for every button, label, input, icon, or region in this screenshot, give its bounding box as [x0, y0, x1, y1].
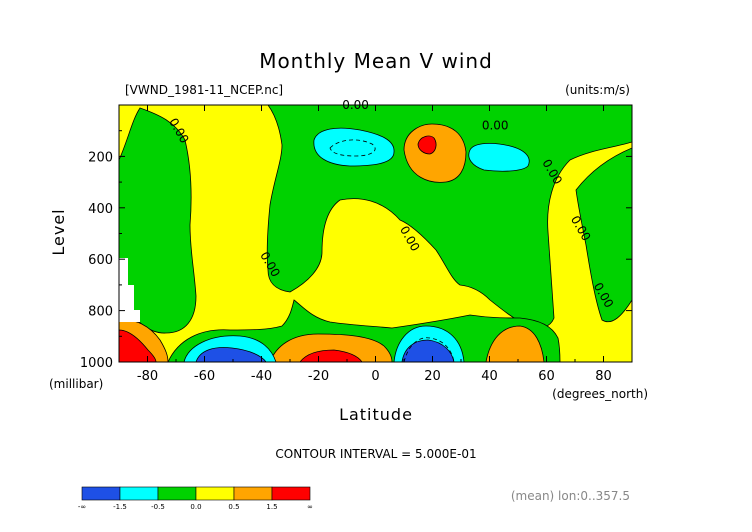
x-tick-label: 40: [481, 369, 498, 384]
field-positive-large-polar: [119, 329, 157, 362]
colorbar-label: -∞: [78, 503, 86, 511]
field-positive-medium-upper: [403, 123, 467, 183]
field-positive-medium-east: [485, 325, 545, 362]
contour-label: 0.00: [342, 98, 369, 112]
colorbar-swatch: [119, 486, 159, 501]
colorbar-swatch: [81, 486, 121, 501]
y-tick-label: 400: [88, 202, 113, 217]
field-negative-small-east: [575, 147, 632, 323]
file-label: [VWND_1981-11_NCEP.nc]: [125, 83, 283, 97]
contour-label: 0.00: [482, 119, 509, 133]
colorbar: -∞ -1.5 -0.5 0.0 0.5 1.5 ∞: [78, 486, 313, 511]
dashed-contour-upper: [329, 139, 376, 157]
mean-note: (mean) lon:0..357.5: [511, 489, 630, 503]
x-tick-label: -20: [308, 369, 329, 384]
x-tick-label: 20: [424, 369, 441, 384]
field-negative-large-west: [195, 347, 267, 362]
y-axis-label: Level: [49, 208, 68, 255]
y-tick-label: 800: [88, 305, 113, 320]
contour-field: [119, 105, 632, 362]
field-positive-large-upper: [417, 135, 437, 155]
colorbar-label: 0.5: [228, 503, 239, 511]
field-positive-medium-lower: [269, 333, 393, 362]
field-negative-medium-upper: [313, 127, 395, 167]
y-tick-label: 600: [88, 253, 113, 268]
x-tick-label: -80: [137, 369, 158, 384]
missing-data-region: [119, 258, 140, 322]
x-tick-label: 80: [595, 369, 612, 384]
colorbar-swatch: [157, 486, 197, 501]
contour-interval: CONTOUR INTERVAL = 5.000E-01: [275, 447, 476, 461]
y-axis-unit: (millibar): [49, 377, 103, 391]
x-tick-label: 60: [538, 369, 555, 384]
colorbar-label: ∞: [307, 503, 313, 511]
x-tick-label: 0: [371, 369, 379, 384]
dashed-contour-lower: [403, 337, 455, 362]
colorbar-swatch: [195, 486, 235, 501]
field-negative-small-west: [119, 107, 197, 334]
x-axis: -80 -60 -40 -20 0 20 40 60 80: [118, 105, 633, 384]
colorbar-swatch: [233, 486, 273, 501]
units-label: (units:m/s): [565, 83, 630, 97]
chart-title: Monthly Mean V wind: [259, 49, 493, 73]
colorbar-label: 1.5: [266, 503, 277, 511]
y-tick-label: 1000: [80, 356, 113, 371]
y-axis: 200 400 600 800 1000: [80, 130, 632, 371]
x-axis-unit: (degrees_north): [552, 387, 648, 401]
colorbar-swatch: [271, 486, 311, 501]
y-tick-label: 200: [88, 150, 113, 165]
field-negative-large-center: [401, 339, 455, 362]
colorbar-label: -1.5: [113, 503, 127, 511]
x-axis-label: Latitude: [339, 405, 413, 424]
colorbar-label: 0.0: [190, 503, 201, 511]
x-tick-label: -60: [194, 369, 215, 384]
field-negative-medium-upper-east: [468, 142, 530, 172]
colorbar-label: -0.5: [151, 503, 165, 511]
x-tick-label: -40: [251, 369, 272, 384]
